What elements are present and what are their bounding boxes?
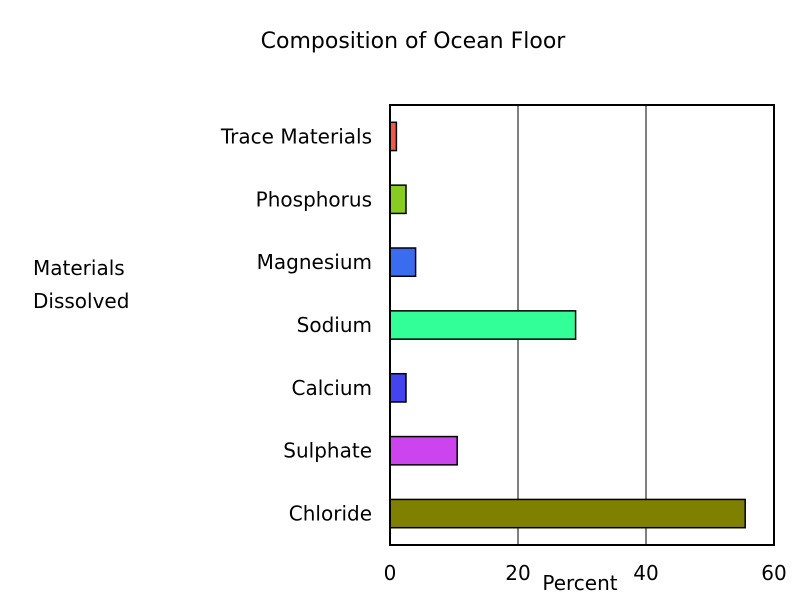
chart-title: Composition of Ocean Floor [261, 29, 567, 54]
bars [389, 121, 746, 529]
x-axis-label: Percent [542, 571, 617, 595]
plot-frame [389, 104, 775, 546]
category-label: Calcium [292, 376, 373, 400]
x-tick-label: 0 [384, 561, 397, 585]
category-label: Sulphate [283, 439, 372, 463]
x-tick-label: 40 [633, 561, 658, 585]
y-axis-label-line-1: Materials [33, 256, 125, 280]
category-label: Trace Materials [220, 124, 372, 148]
bar-calcium [389, 372, 407, 403]
y-axis-label-line-2: Dissolved [33, 289, 129, 313]
bar-sulphate [389, 435, 458, 466]
category-label: Phosphorus [256, 187, 372, 211]
category-label: Magnesium [257, 250, 372, 274]
x-tick-label: 20 [505, 561, 530, 585]
y-axis-label: Materials Dissolved [33, 256, 129, 313]
category-label: Chloride [289, 502, 372, 526]
x-tick-labels: 0 20 40 60 [384, 561, 787, 585]
bar-phosphorus [389, 184, 407, 215]
bar-sodium [389, 310, 577, 340]
x-tick-label: 60 [761, 561, 786, 585]
bar-magnesium [389, 247, 417, 278]
category-label: Sodium [297, 313, 372, 337]
bar-chloride [389, 498, 746, 529]
category-labels: Trace Materials Phosphorus Magnesium Sodium… [220, 124, 372, 525]
